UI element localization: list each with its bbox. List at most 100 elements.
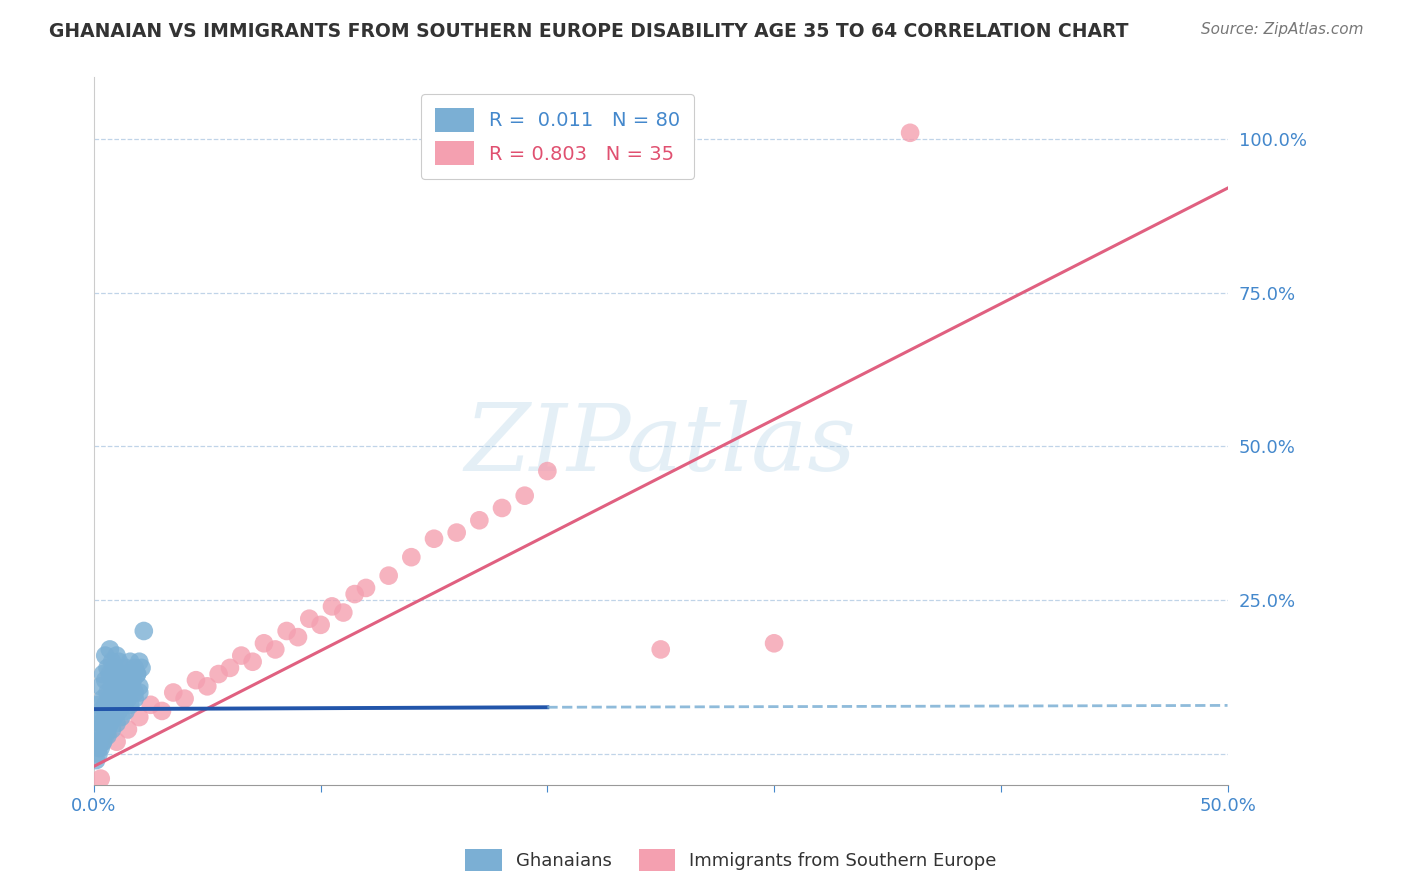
Point bbox=[207, 667, 229, 681]
Point bbox=[276, 624, 298, 638]
Legend: Ghanaians, Immigrants from Southern Europe: Ghanaians, Immigrants from Southern Euro… bbox=[458, 842, 1004, 879]
Point bbox=[354, 581, 377, 595]
Point bbox=[91, 735, 114, 749]
Point bbox=[120, 655, 142, 669]
Point bbox=[128, 679, 150, 693]
Point bbox=[491, 500, 513, 515]
Point bbox=[253, 636, 276, 650]
Point bbox=[114, 704, 136, 718]
Point bbox=[110, 710, 132, 724]
Point bbox=[98, 642, 121, 657]
Point bbox=[309, 617, 332, 632]
Point bbox=[101, 679, 124, 693]
Point bbox=[332, 606, 354, 620]
Point bbox=[117, 723, 139, 737]
Point bbox=[173, 691, 195, 706]
Point bbox=[98, 716, 121, 731]
Point bbox=[101, 723, 124, 737]
Point bbox=[401, 550, 423, 565]
Point bbox=[91, 691, 114, 706]
Point bbox=[90, 740, 112, 755]
Point bbox=[184, 673, 207, 688]
Point bbox=[536, 464, 558, 478]
Text: ZIPatlas: ZIPatlas bbox=[465, 401, 856, 491]
Point bbox=[117, 667, 139, 681]
Point bbox=[219, 661, 242, 675]
Point bbox=[108, 679, 131, 693]
Point bbox=[150, 704, 173, 718]
Point bbox=[162, 685, 184, 699]
Point bbox=[298, 612, 321, 626]
Point bbox=[898, 126, 921, 140]
Point bbox=[650, 642, 672, 657]
Point bbox=[96, 661, 118, 675]
Point bbox=[124, 661, 146, 675]
Point bbox=[91, 667, 114, 681]
Point bbox=[103, 704, 125, 718]
Point bbox=[343, 587, 366, 601]
Point bbox=[98, 716, 121, 731]
Point bbox=[105, 735, 128, 749]
Point bbox=[117, 691, 139, 706]
Point bbox=[108, 704, 131, 718]
Point bbox=[84, 753, 107, 767]
Point bbox=[87, 698, 110, 712]
Point bbox=[110, 691, 132, 706]
Point bbox=[91, 716, 114, 731]
Point bbox=[112, 673, 135, 688]
Legend: R =  0.011   N = 80, R = 0.803   N = 35: R = 0.011 N = 80, R = 0.803 N = 35 bbox=[420, 95, 693, 178]
Point bbox=[139, 698, 162, 712]
Point bbox=[128, 710, 150, 724]
Point bbox=[103, 685, 125, 699]
Point bbox=[84, 735, 107, 749]
Point bbox=[94, 729, 117, 743]
Point bbox=[112, 698, 135, 712]
Point bbox=[96, 685, 118, 699]
Point bbox=[94, 698, 117, 712]
Point bbox=[108, 691, 131, 706]
Point bbox=[121, 673, 143, 688]
Text: Source: ZipAtlas.com: Source: ZipAtlas.com bbox=[1201, 22, 1364, 37]
Point bbox=[96, 723, 118, 737]
Point bbox=[94, 710, 117, 724]
Point bbox=[377, 568, 399, 582]
Point bbox=[90, 716, 112, 731]
Point bbox=[96, 729, 118, 743]
Point bbox=[124, 691, 146, 706]
Point bbox=[90, 772, 112, 786]
Point bbox=[94, 723, 117, 737]
Point bbox=[121, 673, 143, 688]
Point bbox=[90, 729, 112, 743]
Point bbox=[103, 698, 125, 712]
Point bbox=[131, 661, 153, 675]
Point bbox=[101, 704, 124, 718]
Point bbox=[117, 679, 139, 693]
Point bbox=[423, 532, 446, 546]
Point bbox=[94, 673, 117, 688]
Point bbox=[321, 599, 343, 614]
Point bbox=[108, 655, 131, 669]
Point bbox=[446, 525, 468, 540]
Point bbox=[120, 698, 142, 712]
Point bbox=[87, 747, 110, 761]
Point bbox=[125, 667, 148, 681]
Point bbox=[264, 642, 287, 657]
Point bbox=[287, 630, 309, 644]
Point bbox=[105, 716, 128, 731]
Point bbox=[110, 667, 132, 681]
Point bbox=[128, 685, 150, 699]
Point bbox=[98, 704, 121, 718]
Point bbox=[103, 710, 125, 724]
Point bbox=[84, 710, 107, 724]
Point bbox=[91, 735, 114, 749]
Point bbox=[90, 679, 112, 693]
Point bbox=[112, 685, 135, 699]
Point bbox=[105, 648, 128, 663]
Point bbox=[128, 655, 150, 669]
Point bbox=[114, 685, 136, 699]
Point bbox=[468, 513, 491, 527]
Point bbox=[101, 710, 124, 724]
Point bbox=[124, 685, 146, 699]
Text: GHANAIAN VS IMMIGRANTS FROM SOUTHERN EUROPE DISABILITY AGE 35 TO 64 CORRELATION : GHANAIAN VS IMMIGRANTS FROM SOUTHERN EUR… bbox=[49, 22, 1129, 41]
Point bbox=[242, 655, 264, 669]
